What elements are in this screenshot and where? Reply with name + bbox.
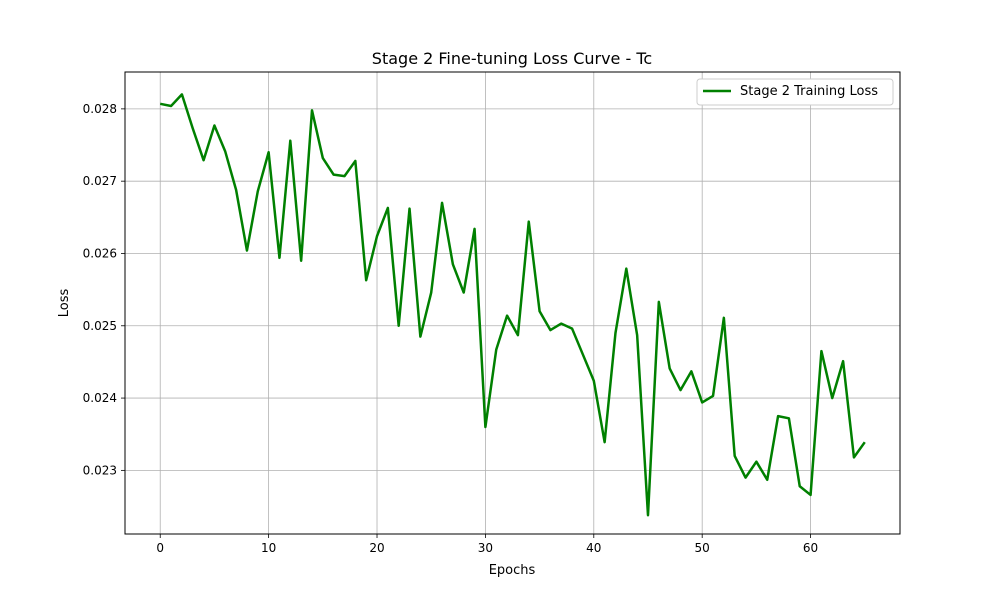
x-tick-label: 40 bbox=[586, 541, 601, 555]
legend-label: Stage 2 Training Loss bbox=[740, 84, 878, 99]
series-group bbox=[159, 93, 866, 517]
plot-frame bbox=[124, 71, 901, 535]
y-tick-label: 0.027 bbox=[83, 174, 117, 188]
y-tick-label: 0.028 bbox=[83, 102, 117, 116]
plot-area bbox=[125, 72, 900, 534]
x-tick-label: 30 bbox=[478, 541, 493, 555]
x-axis: 0 10 20 30 40 50 60 bbox=[156, 534, 818, 555]
chart-title: Stage 2 Fine-tuning Loss Curve - Tc bbox=[372, 49, 652, 68]
series-line-training-loss bbox=[159, 93, 866, 517]
x-tick-label: 10 bbox=[261, 541, 276, 555]
legend-box bbox=[696, 78, 894, 106]
x-axis-label: Epochs bbox=[489, 563, 536, 578]
y-axis-label: Loss bbox=[57, 289, 72, 318]
x-tick-label: 50 bbox=[695, 541, 710, 555]
y-tick-label: 0.023 bbox=[83, 463, 117, 477]
legend: Stage 2 Training Loss bbox=[696, 78, 894, 106]
x-tick-label: 20 bbox=[369, 541, 384, 555]
y-tick-label: 0.024 bbox=[83, 391, 117, 405]
x-tick-label: 60 bbox=[803, 541, 818, 555]
y-axis: 0.023 0.024 0.025 0.026 0.027 0.028 bbox=[83, 102, 125, 477]
x-tick-label: 0 bbox=[156, 541, 164, 555]
y-tick-label: 0.025 bbox=[83, 319, 117, 333]
y-tick-label: 0.026 bbox=[83, 246, 117, 260]
